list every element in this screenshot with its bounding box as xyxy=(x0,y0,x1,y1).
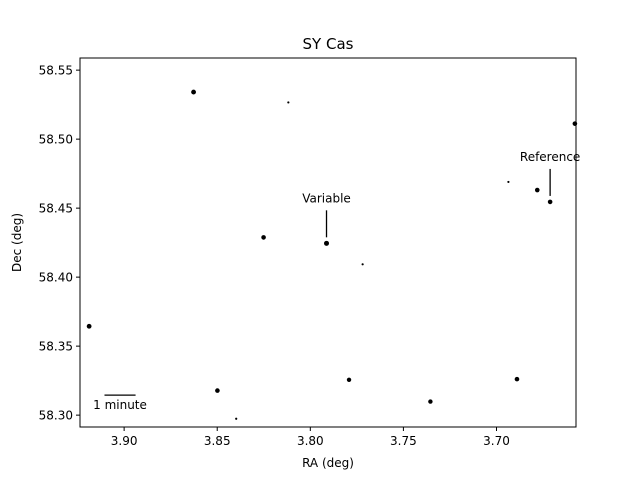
y-tick-label: 58.35 xyxy=(39,340,73,354)
x-tick-label: 3.90 xyxy=(111,434,138,448)
x-tick-label: 3.85 xyxy=(204,434,231,448)
scatter-point xyxy=(514,376,520,382)
scatter-point xyxy=(215,388,220,393)
y-tick-label: 58.55 xyxy=(39,64,73,78)
y-tick-label: 58.50 xyxy=(39,133,73,147)
scatter-point xyxy=(261,235,266,240)
scatter-point xyxy=(428,399,433,404)
scatter-point xyxy=(191,89,196,95)
scatter-point xyxy=(547,199,553,205)
scatter-point xyxy=(572,121,578,126)
scatter-point xyxy=(86,323,92,329)
scatter-point xyxy=(507,180,510,184)
scatter-point xyxy=(361,263,364,266)
y-tick-label: 58.40 xyxy=(39,271,73,285)
scatter-points xyxy=(86,89,578,420)
scale-bar-label: 1 minute xyxy=(93,398,147,412)
x-tick-label: 3.75 xyxy=(390,434,417,448)
scale-bar: 1 minute xyxy=(93,394,147,412)
x-tick-label: 3.80 xyxy=(297,434,324,448)
annotation-label: Reference xyxy=(520,150,580,164)
y-tick-label: 58.30 xyxy=(39,409,73,423)
y-axis-label: Dec (deg) xyxy=(10,213,24,272)
y-tick-label: 58.45 xyxy=(39,202,73,216)
x-tick-label: 3.70 xyxy=(483,434,510,448)
annotations: Variable Reference xyxy=(302,150,580,238)
scatter-point xyxy=(534,187,540,193)
scatter-point xyxy=(235,417,238,420)
scatter-point xyxy=(324,240,330,246)
y-ticks: 58.30 58.35 58.40 58.45 58.50 58.55 xyxy=(39,64,80,423)
x-axis-label: RA (deg) xyxy=(302,456,354,470)
scatter-point xyxy=(346,377,352,383)
scatter-point xyxy=(287,101,290,104)
chart-title: SY Cas xyxy=(303,35,354,53)
x-ticks: 3.90 3.85 3.80 3.75 3.70 xyxy=(111,427,510,448)
annotation-label: Variable xyxy=(302,191,351,205)
